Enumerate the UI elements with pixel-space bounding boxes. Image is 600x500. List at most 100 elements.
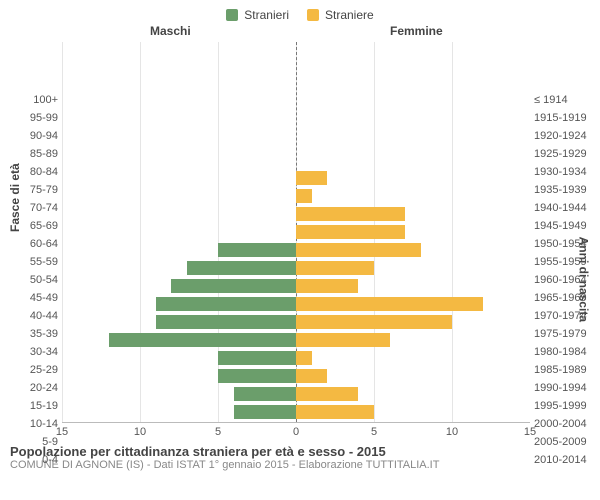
y-left-label: 70-74 — [0, 201, 58, 215]
x-axis-line — [62, 422, 530, 423]
y-right-label: 1985-1989 — [534, 363, 598, 377]
x-tick: 10 — [134, 426, 146, 438]
bar-male — [218, 351, 296, 365]
y-left-label: 65-69 — [0, 219, 58, 233]
x-tick: 10 — [446, 426, 458, 438]
bar-row — [62, 261, 530, 275]
x-tick: 15 — [524, 426, 536, 438]
bar-male — [234, 387, 296, 401]
y-left-label: 5-9 — [0, 435, 58, 449]
bar-male — [171, 279, 296, 293]
y-left-label: 20-24 — [0, 381, 58, 395]
y-right-label: 1945-1949 — [534, 219, 598, 233]
bar-row — [62, 45, 530, 59]
y-left-label: 30-34 — [0, 345, 58, 359]
bar-male — [109, 333, 296, 347]
y-right-label: ≤ 1914 — [534, 93, 598, 107]
y-left-label: 35-39 — [0, 327, 58, 341]
legend-item-male: Stranieri — [226, 8, 289, 22]
y-right-label: 2010-2014 — [534, 453, 598, 467]
y-left-label: 100+ — [0, 93, 58, 107]
x-tick: 5 — [215, 426, 221, 438]
y-left-label: 60-64 — [0, 237, 58, 251]
y-right-label: 1980-1984 — [534, 345, 598, 359]
bar-row — [62, 99, 530, 113]
bar-row — [62, 315, 530, 329]
bar-row — [62, 297, 530, 311]
bar-row — [62, 333, 530, 347]
bar-male — [234, 405, 296, 419]
y-left-label: 80-84 — [0, 165, 58, 179]
bar-row — [62, 135, 530, 149]
y-right-label: 2000-2004 — [534, 417, 598, 431]
bar-row — [62, 189, 530, 203]
bar-row — [62, 225, 530, 239]
bar-female — [296, 243, 421, 257]
header-female: Femmine — [390, 24, 443, 38]
bar-row — [62, 117, 530, 131]
y-right-label: 1925-1929 — [534, 147, 598, 161]
y-right-label: 1915-1919 — [534, 111, 598, 125]
bar-row — [62, 243, 530, 257]
y-right-label: 1955-1959 — [534, 255, 598, 269]
bar-row — [62, 279, 530, 293]
y-left-label: 55-59 — [0, 255, 58, 269]
chart-subtitle: COMUNE DI AGNONE (IS) - Dati ISTAT 1° ge… — [10, 459, 590, 471]
chart-title: Popolazione per cittadinanza straniera p… — [10, 444, 590, 459]
y-left-label: 95-99 — [0, 111, 58, 125]
bar-row — [62, 81, 530, 95]
y-right-label: 1995-1999 — [534, 399, 598, 413]
x-tick: 5 — [371, 426, 377, 438]
y-left-label: 40-44 — [0, 309, 58, 323]
bar-female — [296, 225, 405, 239]
y-right-label: 1950-1954 — [534, 237, 598, 251]
chart-footer: Popolazione per cittadinanza straniera p… — [0, 440, 600, 471]
y-left-label: 0-4 — [0, 453, 58, 467]
header-male: Maschi — [150, 24, 191, 38]
y-left-label: 75-79 — [0, 183, 58, 197]
legend-swatch-female — [307, 9, 319, 21]
bar-male — [218, 243, 296, 257]
bars-container — [62, 42, 530, 422]
y-right-label: 1960-1964 — [534, 273, 598, 287]
bar-row — [62, 387, 530, 401]
y-left-label: 45-49 — [0, 291, 58, 305]
y-right-label: 1940-1944 — [534, 201, 598, 215]
y-left-label: 25-29 — [0, 363, 58, 377]
legend-label-male: Stranieri — [244, 8, 289, 22]
bar-female — [296, 387, 358, 401]
bar-female — [296, 297, 483, 311]
bar-female — [296, 171, 327, 185]
bar-female — [296, 405, 374, 419]
x-tick: 0 — [293, 426, 299, 438]
bar-row — [62, 153, 530, 167]
bar-female — [296, 369, 327, 383]
bar-male — [156, 315, 296, 329]
bar-male — [218, 369, 296, 383]
y-right-label: 1935-1939 — [534, 183, 598, 197]
bar-female — [296, 333, 390, 347]
y-right-label: 1965-1969 — [534, 291, 598, 305]
bar-female — [296, 261, 374, 275]
bar-female — [296, 279, 358, 293]
gender-headers: Maschi Femmine — [0, 24, 600, 42]
bar-female — [296, 351, 312, 365]
bar-row — [62, 207, 530, 221]
bar-row — [62, 369, 530, 383]
legend: Stranieri Straniere — [0, 0, 600, 24]
y-right-label: 1930-1934 — [534, 165, 598, 179]
y-right-label: 1920-1924 — [534, 129, 598, 143]
y-left-label: 85-89 — [0, 147, 58, 161]
y-left-label: 90-94 — [0, 129, 58, 143]
y-left-label: 50-54 — [0, 273, 58, 287]
y-right-label: 1970-1974 — [534, 309, 598, 323]
y-right-label: 1990-1994 — [534, 381, 598, 395]
bar-female — [296, 207, 405, 221]
bar-male — [156, 297, 296, 311]
bar-female — [296, 315, 452, 329]
pyramid-chart: Stranieri Straniere Maschi Femmine Fasce… — [0, 0, 600, 500]
legend-item-female: Straniere — [307, 8, 374, 22]
plot-area — [62, 42, 530, 422]
y-left-label: 15-19 — [0, 399, 58, 413]
y-right-label: 2005-2009 — [534, 435, 598, 449]
